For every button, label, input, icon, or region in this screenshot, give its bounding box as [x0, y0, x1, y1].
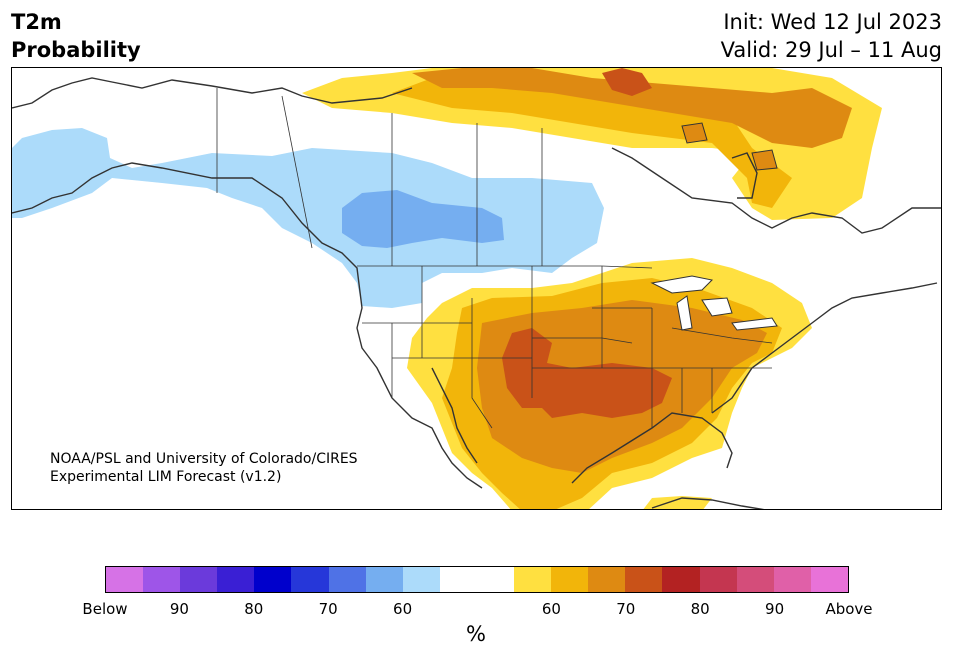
colorbar-swatch [365, 567, 403, 592]
colorbar-swatch [810, 567, 848, 592]
colorbar-tick-label: 60 [541, 600, 561, 618]
colorbar-tick-label: 70 [616, 600, 636, 618]
colorbar-tick-label: 70 [318, 600, 338, 618]
colorbar-swatch [180, 567, 218, 592]
variable-title: T2m [11, 10, 62, 34]
above-90-region [502, 68, 672, 418]
arctic-islands [681, 122, 778, 171]
coastlines [12, 77, 941, 509]
colorbar-tick-label: 60 [393, 600, 413, 618]
map-panel: NOAA/PSL and University of Colorado/CIRE… [11, 67, 942, 510]
colorbar-swatch [291, 567, 329, 592]
colorbar-swatch [254, 567, 292, 592]
below-60-west-region [12, 128, 604, 308]
colorbar-swatch [625, 567, 663, 592]
valid-range: Valid: 29 Jul – 11 Aug [720, 38, 942, 62]
below-70-region [342, 190, 504, 248]
political-borders [216, 88, 773, 429]
great-lakes [650, 275, 778, 331]
quantity-title: Probability [11, 38, 141, 62]
credit-line-2: Experimental LIM Forecast (v1.2) [50, 469, 282, 485]
colorbar-swatch [514, 567, 552, 592]
colorbar-swatch [662, 567, 700, 592]
date-block: Init: Wed 12 Jul 2023 Valid: 29 Jul – 11… [721, 8, 942, 64]
colorbar-swatch [402, 567, 440, 592]
colorbar-tick-label: Above [825, 600, 873, 618]
colorbar-tick-label: 80 [244, 600, 264, 618]
colorbar-tick-label: Below [82, 600, 128, 618]
probability-map [12, 68, 941, 509]
colorbar-swatch [328, 567, 366, 592]
colorbar-swatch [588, 567, 626, 592]
colorbar-tick-label: 90 [765, 600, 785, 618]
credit-line-1: NOAA/PSL and University of Colorado/CIRE… [50, 451, 358, 467]
credit-text: NOAA/PSL and University of Colorado/CIRE… [50, 450, 358, 486]
init-date: Init: Wed 12 Jul 2023 [723, 10, 942, 34]
colorbar-swatch [699, 567, 737, 592]
colorbar-swatch [476, 567, 515, 592]
colorbar-tick-label: 90 [169, 600, 189, 618]
colorbar [105, 566, 849, 593]
colorbar-swatch [106, 567, 144, 592]
colorbar-tick-label: 80 [690, 600, 710, 618]
title-block: T2m Probability [11, 8, 141, 64]
colorbar-unit: % [466, 622, 486, 646]
colorbar-swatch [143, 567, 181, 592]
colorbar-swatch [439, 567, 477, 592]
colorbar-swatch [217, 567, 255, 592]
colorbar-tick-labels: Below 90 80 70 60 60 70 80 90 Above [82, 600, 872, 618]
colorbar-swatch [773, 567, 811, 592]
colorbar-swatch [736, 567, 774, 592]
colorbar-swatch [551, 567, 589, 592]
